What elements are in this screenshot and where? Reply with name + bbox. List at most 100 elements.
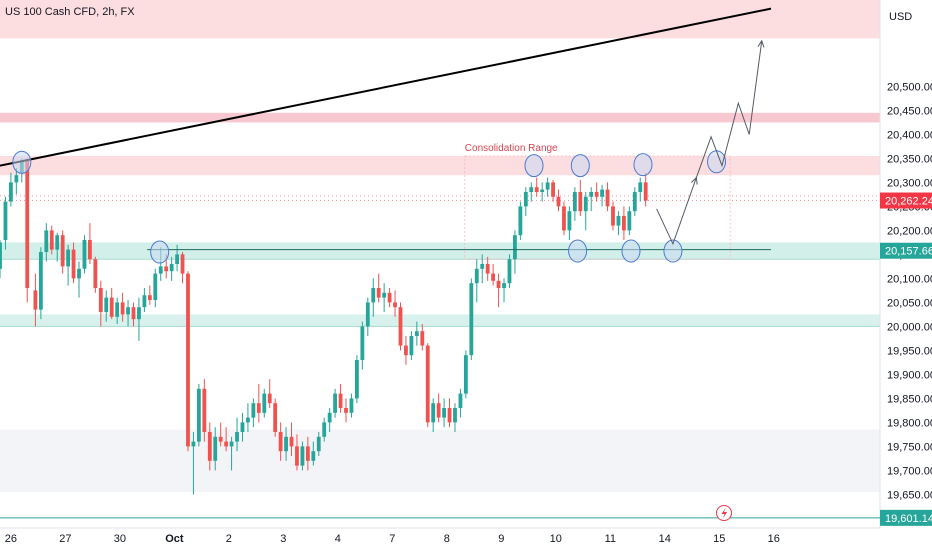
candle-body (371, 288, 376, 303)
candle (316, 432, 321, 456)
candle (235, 417, 239, 452)
consolidation-label: Consolidation Range (465, 143, 558, 154)
price-axis[interactable]: USD 19,650.00 19,700.00 19,750.00 19,800.00… (0, 0, 932, 528)
candle-body (611, 206, 615, 226)
candle-body (14, 175, 19, 183)
candle (55, 232, 60, 262)
x-tick-label: 26 (5, 533, 17, 545)
y-tick-label: 20,000.00 (887, 321, 932, 333)
candle-body (621, 216, 626, 231)
candle (196, 384, 201, 447)
candle (502, 278, 506, 303)
candle (453, 403, 457, 432)
candle (414, 321, 419, 346)
candle (616, 211, 621, 236)
x-tick-label: Oct (165, 533, 184, 545)
projection-path[interactable] (656, 40, 763, 246)
x-tick-label: 2 (226, 533, 232, 545)
candle (513, 230, 517, 274)
x-tick-label: 3 (280, 533, 286, 545)
candle-body (442, 408, 446, 418)
last-price-badge[interactable] (880, 192, 932, 209)
candle-body (409, 336, 414, 356)
price-badge-layer: 20,262.24 20,157.66 19,601.14 (0, 192, 932, 526)
candle (431, 398, 436, 432)
candle (491, 264, 496, 286)
candle-body (376, 288, 381, 298)
y-tick-label: 19,700.00 (887, 465, 932, 477)
currency-label: USD (889, 11, 912, 23)
candle (278, 422, 283, 461)
candle-body (93, 259, 98, 288)
candle-body (540, 189, 545, 192)
trendline[interactable] (0, 7, 772, 167)
candle-body (605, 189, 610, 207)
candle-body (322, 422, 327, 437)
candle (218, 422, 223, 447)
candle-body (502, 283, 506, 288)
candle (523, 187, 528, 216)
candle-body (202, 388, 207, 432)
y-tick-label: 19,800.00 (887, 417, 932, 429)
candle-body (338, 393, 343, 408)
lower-level-badge[interactable] (880, 509, 932, 526)
candle-body (25, 160, 30, 288)
candle-body (104, 297, 109, 312)
consolidation-box[interactable] (464, 155, 731, 260)
candle-body (169, 264, 174, 272)
x-tick-label: 14 (659, 533, 671, 545)
candle-body (567, 211, 572, 231)
y-tick-label: 20,400.00 (887, 129, 932, 141)
candle (621, 206, 626, 240)
support-level-badge[interactable] (880, 242, 932, 259)
touch-circle[interactable] (524, 154, 544, 178)
support-zone-1 (0, 242, 880, 260)
candle-body (311, 451, 316, 461)
touch-circle[interactable] (150, 240, 170, 264)
y-tick-label: 20,350.00 (887, 153, 932, 165)
candle-body (164, 266, 169, 272)
candle-body (431, 403, 436, 423)
candle (267, 379, 272, 408)
candle-body (109, 297, 114, 317)
candle-body (33, 290, 38, 310)
candle (284, 427, 288, 461)
touch-circle[interactable] (621, 239, 641, 263)
candle (638, 177, 643, 202)
candle-body (191, 441, 196, 447)
time-axis[interactable]: 26 27 30 Oct 2 3 4 7 8 9 10 11 14 15 16 (0, 527, 932, 550)
touch-circle[interactable] (12, 150, 32, 174)
candle-body (474, 268, 479, 284)
candle-body (207, 432, 212, 461)
candle-body (49, 230, 54, 250)
candle-body (463, 355, 468, 394)
time-axis-background (0, 528, 932, 550)
resistance-zone-2 (0, 112, 880, 123)
event-marker[interactable] (716, 505, 732, 521)
candle-body (344, 408, 348, 413)
candle-body (142, 295, 147, 308)
candle-body (44, 230, 49, 252)
candle (77, 261, 81, 298)
candle-body (137, 307, 141, 320)
candle-body (305, 446, 310, 461)
touch-circle[interactable] (633, 153, 653, 177)
candle-body (120, 302, 125, 315)
touch-circle[interactable] (570, 154, 590, 178)
candle (126, 300, 130, 327)
candle-body (300, 446, 305, 466)
y-tick-label: 19,900.00 (887, 369, 932, 381)
candle-body (175, 254, 179, 264)
candle-body (147, 295, 152, 300)
touch-circle[interactable] (568, 239, 588, 263)
candle-layer (0, 158, 648, 495)
candle (632, 187, 637, 216)
candle-body (8, 182, 13, 202)
y-tick-label: 20,200.00 (887, 225, 932, 237)
candle (365, 297, 370, 336)
price-axis-background (880, 0, 932, 528)
candle (627, 206, 632, 236)
candle-body (240, 422, 245, 432)
touch-circle[interactable] (663, 239, 683, 263)
